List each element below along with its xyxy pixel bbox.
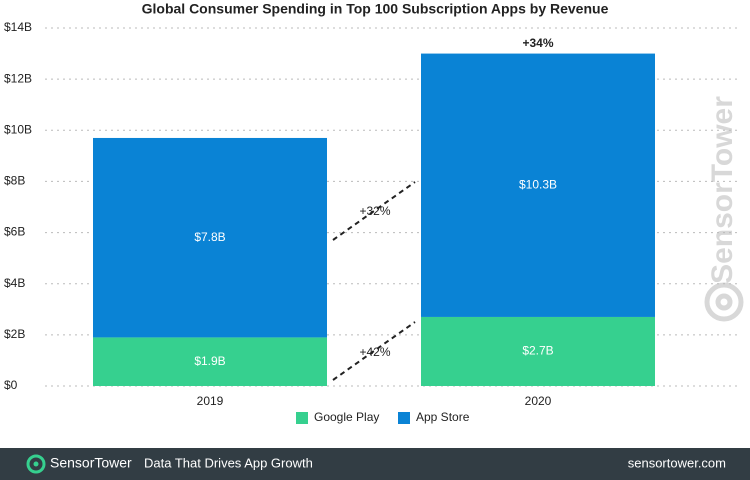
y-tick-label: $4B [4, 276, 25, 290]
growth-connector [332, 321, 416, 381]
y-tick-label: $10B [4, 122, 32, 136]
x-tick-label: 2019 [197, 394, 224, 408]
footer-url: sensortower.com [628, 455, 726, 470]
x-tick-label: 2020 [525, 394, 552, 408]
chart-title: Global Consumer Spending in Top 100 Subs… [142, 1, 609, 17]
bar-segment [421, 316, 655, 386]
value-label: $2.7B [522, 344, 553, 358]
value-label: $1.9B [194, 354, 225, 368]
value-label: $7.8B [194, 230, 225, 244]
bar-segment [421, 53, 655, 317]
y-tick-label: $6B [4, 225, 25, 239]
watermark-logo [704, 282, 744, 322]
y-tick-label: $2B [4, 327, 25, 341]
watermark: SensorTower [706, 96, 739, 284]
bar-segment [93, 337, 327, 386]
legend-label: Google Play [314, 410, 379, 424]
bar-segment [93, 137, 327, 338]
annotation: +42% [359, 345, 390, 359]
legend-swatch [296, 412, 308, 424]
footer-brand: SensorTower [50, 455, 132, 471]
footer-logo-dot [33, 461, 39, 467]
growth-connector [332, 181, 416, 241]
y-tick-label: $0 [4, 378, 18, 392]
footer-tagline: Data That Drives App Growth [144, 455, 313, 470]
annotation: +34% [522, 36, 553, 50]
y-tick-label: $8B [4, 174, 25, 188]
footer-bar [0, 448, 750, 480]
value-label: $10.3B [519, 177, 557, 191]
legend-label: App Store [416, 410, 470, 424]
y-tick-label: $12B [4, 71, 32, 85]
y-tick-label: $14B [4, 20, 32, 34]
legend-swatch [398, 412, 410, 424]
footer-logo [26, 454, 46, 474]
annotation: +32% [359, 204, 390, 218]
